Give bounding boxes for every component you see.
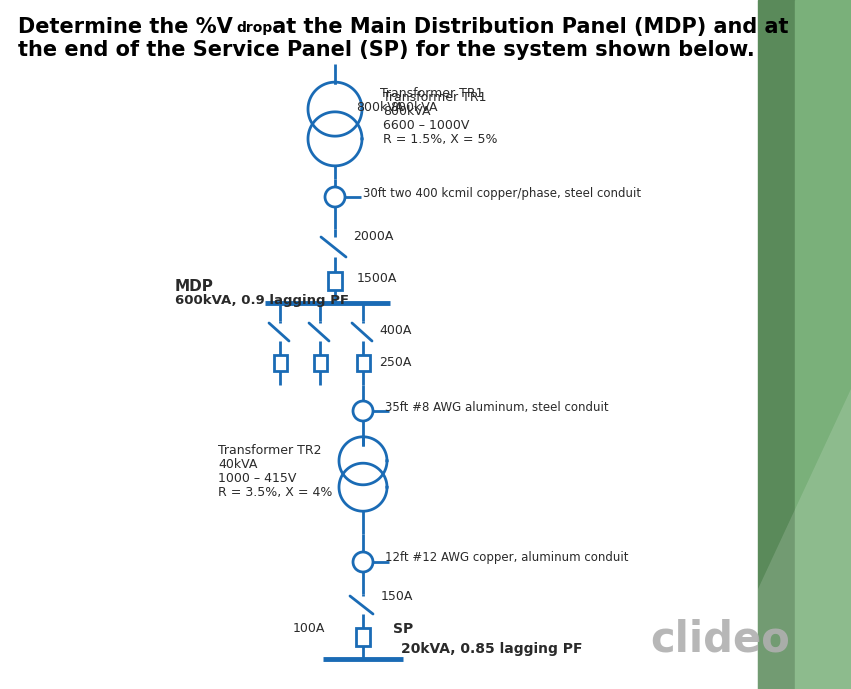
Text: clideo: clideo — [650, 618, 790, 660]
Text: 600kVA, 0.9 lagging PF: 600kVA, 0.9 lagging PF — [175, 294, 349, 307]
Polygon shape — [758, 389, 851, 689]
Text: drop: drop — [236, 21, 272, 35]
Text: 250A: 250A — [379, 356, 411, 369]
Text: SP: SP — [393, 622, 414, 636]
Text: at the Main Distribution Panel (MDP) and at: at the Main Distribution Panel (MDP) and… — [265, 17, 789, 37]
Text: 30ft two 400 kcmil copper/phase, steel conduit: 30ft two 400 kcmil copper/phase, steel c… — [363, 187, 641, 200]
Text: 20kVA, 0.85 lagging PF: 20kVA, 0.85 lagging PF — [401, 642, 582, 656]
Bar — [356, 628, 370, 646]
Text: 6600 – 1000V: 6600 – 1000V — [383, 119, 470, 132]
Text: 35ft #8 AWG aluminum, steel conduit: 35ft #8 AWG aluminum, steel conduit — [385, 400, 608, 413]
Text: 1500A: 1500A — [357, 273, 397, 285]
Text: 100A: 100A — [293, 622, 325, 635]
Bar — [357, 355, 369, 371]
Text: 800kVA: 800kVA — [390, 101, 437, 114]
Text: 800kVA: 800kVA — [357, 101, 403, 114]
Text: 400A: 400A — [379, 325, 411, 338]
Text: Transformer TR2: Transformer TR2 — [218, 444, 322, 457]
Text: MDP: MDP — [175, 279, 214, 294]
Text: Determine the %V: Determine the %V — [18, 17, 233, 37]
Text: Transformer TR1: Transformer TR1 — [383, 91, 487, 104]
Text: Transformer TR1: Transformer TR1 — [380, 87, 483, 100]
Text: 2000A: 2000A — [353, 229, 393, 243]
Bar — [313, 355, 327, 371]
Text: 12ft #12 AWG copper, aluminum conduit: 12ft #12 AWG copper, aluminum conduit — [385, 551, 629, 564]
Bar — [273, 355, 287, 371]
Circle shape — [325, 187, 345, 207]
Text: R = 1.5%, X = 5%: R = 1.5%, X = 5% — [383, 133, 498, 146]
Text: 800kVA: 800kVA — [383, 105, 431, 118]
Text: 40kVA: 40kVA — [218, 458, 257, 471]
Bar — [795, 0, 851, 689]
Text: 1000 – 415V: 1000 – 415V — [218, 472, 296, 485]
Text: 150A: 150A — [381, 590, 414, 602]
Circle shape — [353, 552, 373, 572]
Circle shape — [353, 401, 373, 421]
Text: the end of the Service Panel (SP) for the system shown below.: the end of the Service Panel (SP) for th… — [18, 40, 755, 60]
Bar — [758, 0, 851, 689]
Bar — [328, 272, 342, 290]
Text: R = 3.5%, X = 4%: R = 3.5%, X = 4% — [218, 486, 333, 499]
